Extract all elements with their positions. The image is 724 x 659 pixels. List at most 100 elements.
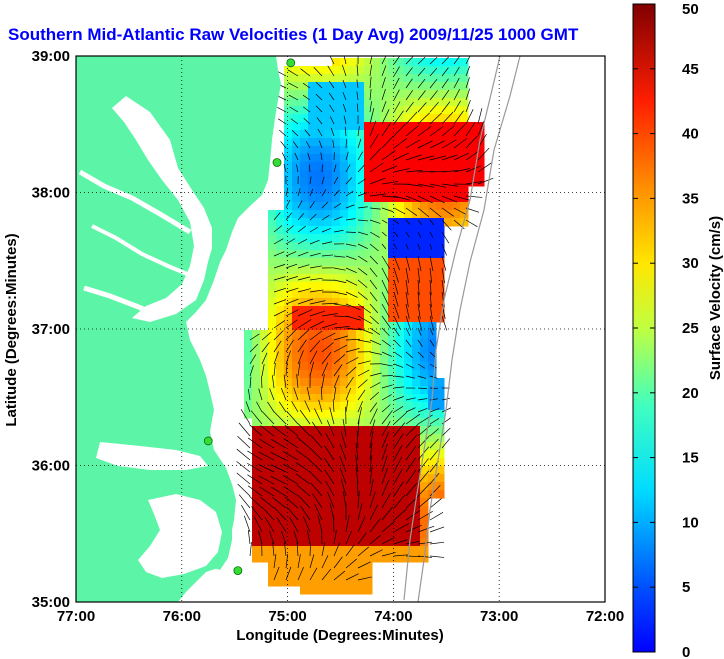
velocity-cell xyxy=(356,394,365,403)
velocity-vector xyxy=(405,231,410,238)
velocity-cell xyxy=(420,330,429,339)
velocity-cell xyxy=(380,546,389,555)
velocity-vector xyxy=(241,504,251,521)
velocity-cell xyxy=(268,266,277,275)
velocity-cell xyxy=(436,122,445,131)
velocity-cell xyxy=(284,266,293,275)
velocity-vector xyxy=(405,407,416,413)
velocity-vector xyxy=(296,374,299,389)
velocity-cell xyxy=(332,114,341,123)
velocity-cell xyxy=(388,514,397,523)
velocity-cell xyxy=(348,490,357,499)
velocity-vector xyxy=(393,77,400,89)
velocity-cell xyxy=(324,234,333,243)
velocity-cell xyxy=(412,482,421,491)
velocity-vector xyxy=(302,94,311,101)
velocity-cell xyxy=(284,162,293,171)
velocity-vector xyxy=(293,387,299,401)
velocity-cell xyxy=(316,122,325,131)
velocity-cell xyxy=(324,498,333,507)
velocity-cell xyxy=(372,98,381,107)
velocity-cell xyxy=(332,210,341,219)
velocity-cell xyxy=(324,370,333,379)
velocity-cell xyxy=(388,370,397,379)
chart-title: Southern Mid-Atlantic Raw Velocities (1 … xyxy=(8,25,579,44)
velocity-vector xyxy=(285,187,289,197)
velocity-vector xyxy=(283,374,287,389)
velocity-vector xyxy=(273,225,283,233)
velocity-cell xyxy=(332,434,341,443)
velocity-cell xyxy=(388,258,397,267)
velocity-cell xyxy=(388,122,397,131)
velocity-cell xyxy=(332,426,341,435)
velocity-cell xyxy=(324,194,333,203)
velocity-cell xyxy=(276,226,285,235)
velocity-cell xyxy=(460,210,469,219)
velocity-cell xyxy=(316,226,325,235)
velocity-vector xyxy=(357,138,362,149)
velocity-cell xyxy=(356,138,365,147)
velocity-vector xyxy=(369,88,372,101)
station-marker xyxy=(286,58,296,68)
velocity-cell xyxy=(340,578,349,587)
velocity-cell xyxy=(460,130,469,139)
velocity-cell xyxy=(412,410,421,419)
velocity-cell xyxy=(356,562,365,571)
velocity-cell xyxy=(404,122,413,131)
velocity-cell xyxy=(380,138,389,147)
velocity-vector xyxy=(381,432,389,449)
velocity-cell xyxy=(260,330,269,339)
velocity-cell xyxy=(284,362,293,371)
velocity-cell xyxy=(308,538,317,547)
velocity-vector xyxy=(313,67,323,77)
velocity-cell xyxy=(260,498,269,507)
velocity-vector xyxy=(258,530,263,545)
velocity-cell xyxy=(316,378,325,387)
velocity-cell xyxy=(332,138,341,147)
velocity-vector xyxy=(441,101,451,113)
velocity-cell xyxy=(324,314,333,323)
velocity-cell xyxy=(388,242,397,251)
velocity-vector xyxy=(356,64,359,77)
velocity-cell xyxy=(388,474,397,483)
velocity-vector xyxy=(405,524,422,533)
velocity-vector xyxy=(329,116,335,125)
velocity-vector xyxy=(441,56,449,65)
velocity-cell xyxy=(268,554,277,563)
velocity-cell xyxy=(252,386,261,395)
velocity-cell xyxy=(284,394,293,403)
colorbar: 0 5 10 15 20 25 30 35 40 45 50 Surface V… xyxy=(632,1,724,659)
velocity-cell xyxy=(372,202,381,211)
velocity-vector xyxy=(332,514,335,533)
velocity-vector xyxy=(247,462,263,473)
velocity-cell xyxy=(364,306,373,315)
velocity-cell xyxy=(276,498,285,507)
velocity-cell xyxy=(284,74,293,83)
velocity-cell xyxy=(476,138,485,147)
velocity-cell xyxy=(436,178,445,187)
velocity-vector xyxy=(405,445,417,461)
velocity-cell xyxy=(284,154,293,163)
velocity-vector xyxy=(298,495,311,509)
velocity-cell xyxy=(284,250,293,259)
velocity-cell xyxy=(412,418,421,427)
velocity-vector xyxy=(429,140,445,149)
velocity-cell xyxy=(396,330,405,339)
velocity-cell xyxy=(420,538,429,547)
velocity-cell xyxy=(332,306,341,315)
velocity-vector xyxy=(393,396,404,401)
velocity-vector xyxy=(417,155,434,161)
velocity-cell xyxy=(348,402,357,411)
velocity-cell xyxy=(380,282,389,291)
velocity-cell xyxy=(292,466,301,475)
velocity-vector xyxy=(250,410,263,425)
velocity-vector xyxy=(293,530,299,545)
velocity-vector xyxy=(369,419,376,437)
velocity-cell xyxy=(404,402,413,411)
velocity-cell xyxy=(276,394,285,403)
velocity-cell xyxy=(348,82,357,91)
velocity-cell xyxy=(436,250,445,259)
velocity-cell xyxy=(300,530,309,539)
velocity-cell xyxy=(468,138,477,147)
velocity-vector xyxy=(280,141,287,149)
